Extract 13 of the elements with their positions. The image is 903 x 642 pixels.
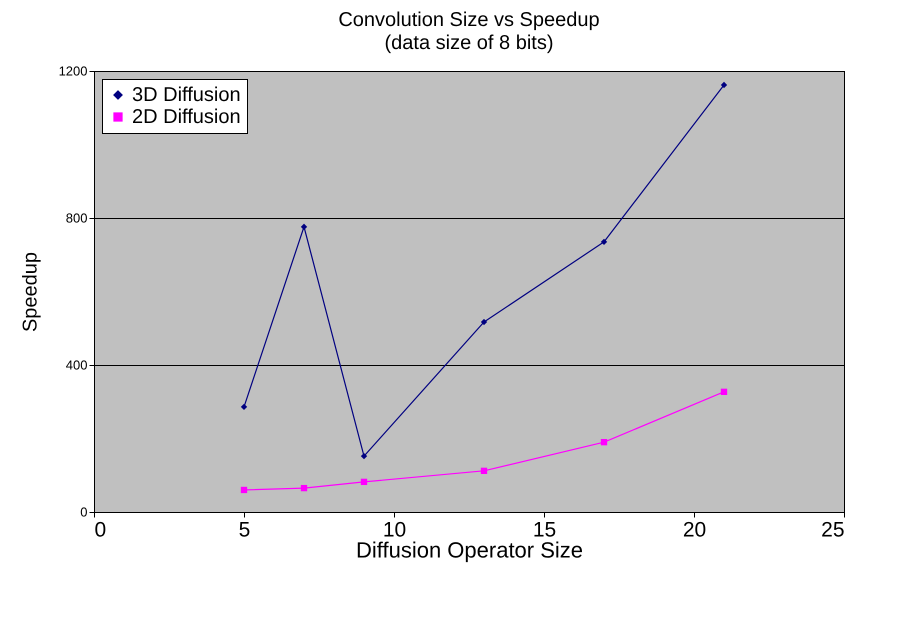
x-tick-label: 20 (682, 518, 706, 542)
x-tick-label: 5 (238, 518, 250, 542)
chart-title: Convolution Size vs Speedup (338, 9, 600, 31)
y-axis-title: Speedup (20, 252, 42, 332)
y-tick-label: 0 (80, 504, 88, 520)
x-tick-label: 25 (821, 518, 844, 542)
legend-label: 2D Diffusion (132, 106, 241, 128)
y-tick-label: 1200 (58, 64, 88, 78)
legend-label: 3D Diffusion (132, 84, 241, 106)
chart-subtitle: (data size of 8 bits) (384, 32, 554, 54)
y-tick-label: 800 (66, 210, 88, 226)
x-tick-label: 0 (94, 518, 106, 542)
y-tick-label: 400 (66, 358, 88, 372)
